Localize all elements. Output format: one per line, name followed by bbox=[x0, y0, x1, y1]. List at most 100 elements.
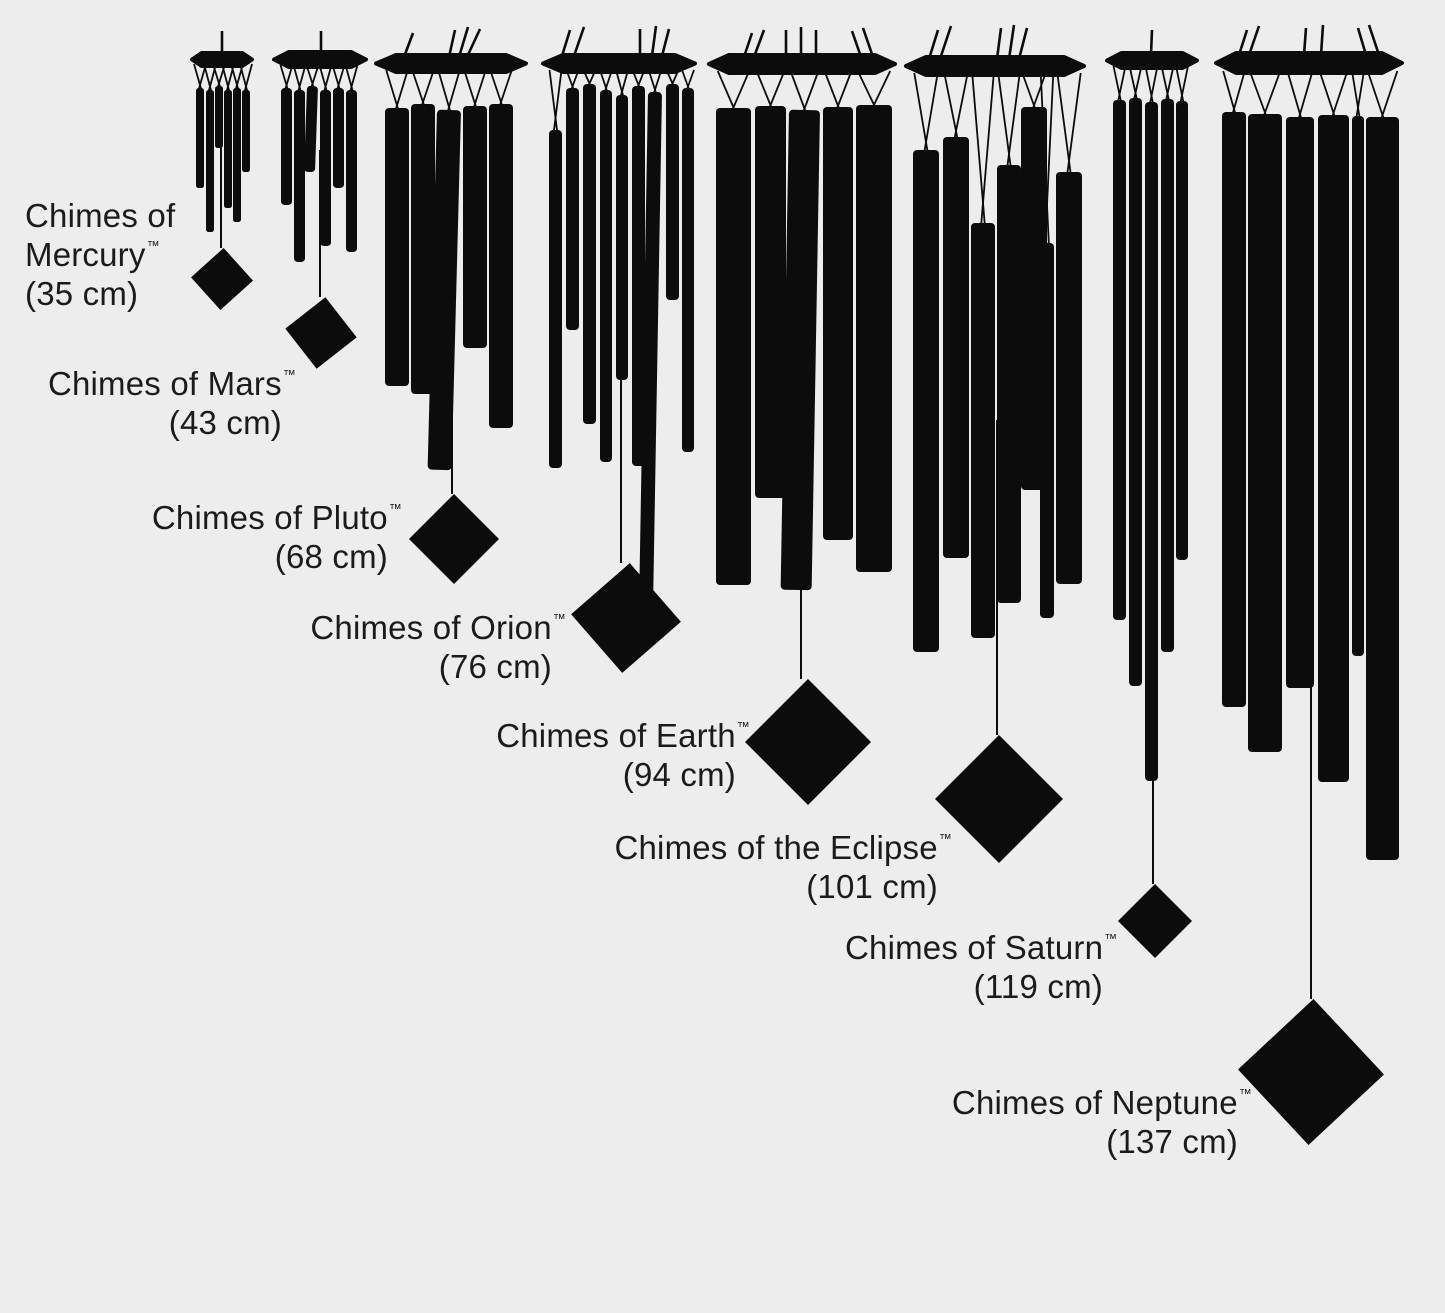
tube-string bbox=[548, 69, 559, 135]
chime-size-text: (119 cm) bbox=[973, 968, 1103, 1005]
chime-top-plate bbox=[541, 53, 697, 74]
tube-string bbox=[279, 64, 290, 93]
tube-string bbox=[1262, 70, 1282, 119]
hanger-string bbox=[572, 26, 586, 57]
chime-size-text: (68 cm) bbox=[274, 538, 388, 575]
chime-tube bbox=[755, 106, 786, 498]
chime-name-line: Chimes of Mars™ bbox=[40, 364, 296, 403]
tube-string bbox=[1179, 65, 1189, 106]
chime-tube bbox=[1145, 102, 1158, 781]
chime-tube bbox=[333, 88, 344, 188]
chime-name-line: Chimes of Neptune™ bbox=[940, 1083, 1252, 1122]
chime-tube bbox=[281, 88, 292, 205]
chime-tube bbox=[294, 90, 305, 262]
hanger-string bbox=[560, 29, 572, 57]
tube-string bbox=[953, 72, 969, 142]
windcatcher-diamond bbox=[191, 248, 253, 310]
chime-size-text: (35 cm) bbox=[25, 275, 139, 312]
tube-string bbox=[1116, 65, 1127, 105]
tube-string bbox=[344, 64, 355, 95]
chime-tube bbox=[682, 88, 694, 452]
tube-string bbox=[292, 64, 303, 95]
chime-tube bbox=[856, 105, 892, 572]
trademark-symbol: ™ bbox=[1238, 1086, 1252, 1101]
tube-string bbox=[652, 69, 663, 97]
tube-string bbox=[1175, 65, 1185, 106]
windcatcher-diamond bbox=[935, 735, 1063, 863]
windcatcher-diamond bbox=[1238, 999, 1384, 1145]
hanger-string bbox=[660, 28, 671, 57]
chime-tube bbox=[666, 84, 679, 300]
hanger-string bbox=[1319, 24, 1325, 56]
chime-neptune bbox=[1214, 24, 1404, 1145]
tube-string bbox=[1132, 65, 1143, 103]
label-saturn: Chimes of Saturn™ (119 cm) bbox=[845, 928, 1117, 1006]
hanger-string bbox=[927, 29, 940, 60]
chime-top-plate bbox=[904, 55, 1086, 77]
tube-string bbox=[789, 70, 808, 115]
chime-size-line: (137 cm) bbox=[940, 1122, 1252, 1161]
tube-string bbox=[552, 69, 563, 135]
tube-string bbox=[394, 69, 409, 113]
hanger-string bbox=[457, 26, 470, 58]
chime-eclipse bbox=[904, 24, 1086, 863]
chime-mercury bbox=[190, 31, 254, 310]
tube-string bbox=[322, 64, 333, 95]
trademark-symbol: ™ bbox=[736, 719, 750, 734]
tube-string bbox=[212, 63, 222, 91]
chime-top-plate bbox=[272, 50, 368, 69]
tube-string bbox=[243, 63, 253, 95]
tube-string bbox=[446, 69, 461, 115]
tube-string bbox=[1039, 72, 1050, 248]
trademark-symbol: ™ bbox=[938, 831, 952, 846]
chime-tube bbox=[1129, 98, 1142, 686]
chime-tube bbox=[1176, 101, 1188, 560]
tube-string bbox=[923, 72, 939, 155]
tube-string bbox=[318, 64, 329, 95]
chime-name-line: Chimes of Orion™ bbox=[298, 608, 566, 647]
chime-tube bbox=[1286, 117, 1314, 688]
windcatcher-diamond bbox=[571, 563, 681, 673]
windcatcher-diamond bbox=[409, 494, 499, 584]
chime-earth bbox=[707, 27, 897, 805]
chime-tube bbox=[632, 86, 645, 466]
tube-string bbox=[619, 69, 629, 100]
label-mercury: Chimes of Mercury™ (35 cm) bbox=[25, 196, 195, 313]
tube-string bbox=[335, 64, 346, 93]
chime-saturn bbox=[1105, 29, 1199, 958]
chime-name-line: Mercury™ bbox=[25, 235, 195, 274]
tube-string bbox=[823, 70, 841, 112]
chime-tube bbox=[1113, 100, 1126, 620]
tube-string bbox=[1006, 72, 1021, 170]
tube-string bbox=[1248, 70, 1268, 119]
chime-tube bbox=[616, 95, 628, 380]
hanger-string bbox=[1149, 29, 1154, 55]
tube-string bbox=[1066, 72, 1082, 177]
chime-tube bbox=[320, 90, 331, 246]
chime-tube bbox=[1366, 117, 1399, 860]
chime-tube bbox=[1056, 172, 1082, 584]
tube-string bbox=[1144, 65, 1155, 107]
chime-name-line: Chimes of bbox=[25, 196, 195, 235]
tube-string bbox=[239, 63, 249, 95]
chime-name-line: Chimes of Pluto™ bbox=[140, 498, 402, 537]
chime-tube bbox=[233, 88, 241, 222]
chime-size-line: (35 cm) bbox=[25, 274, 195, 313]
chime-tube bbox=[427, 109, 461, 471]
tube-string bbox=[755, 70, 774, 111]
chime-top-plate bbox=[707, 53, 897, 75]
tube-string bbox=[1112, 65, 1123, 105]
hanger-string bbox=[995, 27, 1003, 60]
chime-size-text: (94 cm) bbox=[622, 756, 736, 793]
chime-tube bbox=[411, 104, 435, 394]
tube-string bbox=[309, 64, 320, 91]
tube-string bbox=[1351, 70, 1361, 121]
tube-string bbox=[1355, 70, 1365, 121]
label-orion: Chimes of Orion™ (76 cm) bbox=[298, 608, 566, 686]
chime-top-plate bbox=[190, 51, 254, 68]
trademark-symbol: ™ bbox=[388, 501, 402, 516]
tube-string bbox=[615, 69, 625, 100]
chime-tube bbox=[600, 90, 612, 462]
chime-top-plate bbox=[1214, 51, 1404, 75]
chime-tube bbox=[1222, 112, 1246, 707]
